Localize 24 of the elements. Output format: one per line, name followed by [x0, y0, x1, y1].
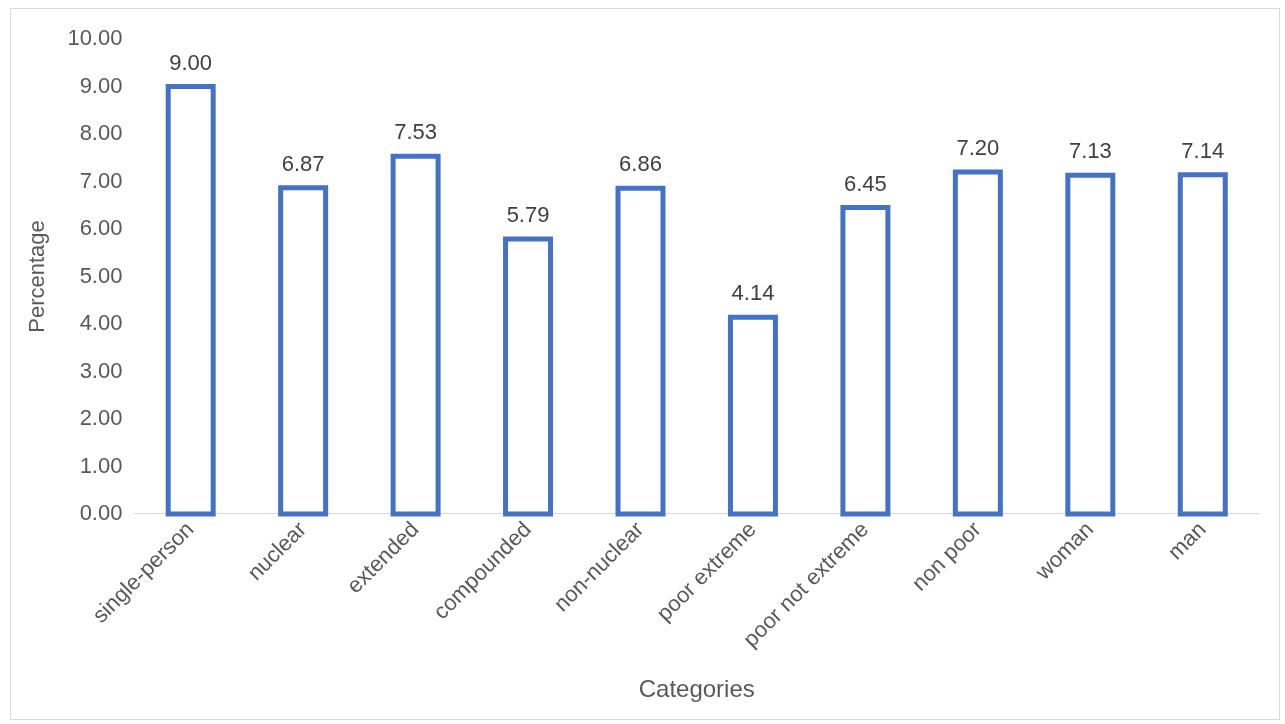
data-label: 6.86 — [619, 151, 662, 177]
data-label: 7.13 — [1068, 138, 1112, 164]
data-label: 7.20 — [956, 135, 1000, 161]
x-axis-title: Categories — [638, 675, 755, 703]
y-tick-label: 4.00 — [79, 310, 123, 336]
data-label: 7.53 — [394, 119, 437, 145]
y-axis-title: Percentage — [24, 220, 50, 333]
y-tick-label: 2.00 — [79, 405, 123, 431]
y-tick-label: 1.00 — [79, 452, 123, 478]
y-tick-label: 3.00 — [79, 357, 123, 383]
y-tick-label: 10.00 — [67, 25, 123, 51]
data-label: 5.79 — [506, 202, 550, 228]
data-label: 6.45 — [843, 170, 887, 196]
y-tick-label: 0.00 — [79, 500, 123, 525]
y-tick-label: 9.00 — [79, 72, 123, 98]
y-tick-label: 8.00 — [79, 120, 123, 146]
y-tick-label: 6.00 — [79, 215, 123, 241]
data-label: 7.14 — [1181, 137, 1225, 163]
y-tick-label: 7.00 — [79, 167, 123, 193]
x-tick-label: man — [1162, 516, 1211, 565]
y-tick-label: 5.00 — [79, 262, 123, 288]
data-label: 4.14 — [731, 280, 775, 306]
data-label: 6.87 — [281, 150, 325, 176]
data-label: 9.00 — [169, 49, 213, 75]
